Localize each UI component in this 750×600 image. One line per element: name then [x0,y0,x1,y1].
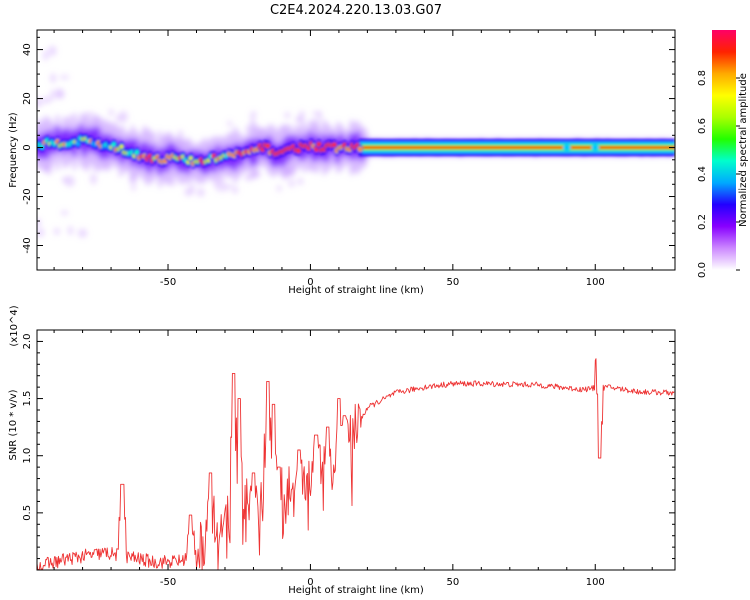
spectrogram-x-axis: -50 0 50 100 [53,30,653,288]
x-tick-label: -50 [160,577,176,588]
spectrogram-speckle [297,177,304,185]
y-tick-label: 1.5 [22,391,33,407]
spectrogram-peak-blob [358,147,362,151]
x-tick-label: 100 [586,577,605,588]
spectrogram-speckle [37,97,44,108]
spectrogram-panel: -50 0 50 100 -40 -20 0 20 40 Height of straight… [8,29,676,296]
spectrogram-frame [36,29,676,271]
y-tick-label: -20 [22,188,33,204]
snr-y-multiplier: (x10^4) [9,305,20,346]
colorbar-tick-label: 0.8 [697,70,708,86]
spectrogram-speckle [250,116,255,125]
spectrogram-speckle [59,75,70,80]
spectrogram-speckle [189,182,195,195]
colorbar-gradient [712,30,736,270]
colorbar-tick-label: 0.6 [697,118,708,134]
x-tick-label: 100 [586,277,605,288]
y-tick-label: -40 [22,237,33,253]
spectrogram-speckle [50,73,57,84]
spectrogram-y-label: Frequency (Hz) [8,112,19,188]
colorbar-tick-label: 0.4 [697,166,708,182]
colorbar-label: Normalized spectral amplitude [738,73,749,227]
snr-background [37,330,675,570]
spectrogram-speckle [67,225,74,236]
spectrogram-speckle [231,186,239,194]
spectrogram-speckle [295,116,304,123]
y-tick-label: 20 [22,92,33,105]
colorbar: 0.0 0.2 0.4 0.6 0.8 Normalized spectral ampl… [697,30,749,278]
x-tick-label: 0 [307,577,313,588]
spectrogram-peak-blob [317,142,321,146]
spectrogram-y-axis: -40 -20 0 20 40 [22,36,675,271]
spectrogram-speckle [50,89,56,101]
y-tick-label: 0 [22,144,33,150]
spectrogram-speckle [284,112,291,119]
spectrogram-speckle [108,109,114,117]
spectrogram-peak-blob [332,143,337,147]
spectrogram-speckle [55,88,63,99]
spectrogram-speckle [48,45,57,57]
colorbar-tick-label: 0.0 [697,262,708,278]
band-spot [562,144,571,151]
figure-title: C2E4.2024.220.13.03.G07 [270,3,442,18]
snr-x-axis: -50 0 50 100 [53,330,653,588]
spectrogram-speckle [53,227,60,236]
spectrogram-peak-blob [296,149,301,153]
spectrogram-speckle [288,179,295,188]
spectrogram-speckle [250,111,257,118]
spectrogram-peak-blob [314,147,319,151]
x-tick-label: 50 [446,277,459,288]
spectrogram-speckle [42,96,52,104]
x-tick-label: -50 [160,277,176,288]
spectrogram-speckle [227,120,232,127]
spectrogram-x-label: Height of straight line (km) [288,285,424,296]
x-tick-label: 0 [307,277,313,288]
snr-panel: -50 0 50 100 0.5 1.0 1.5 2.0 Height of straigh… [8,305,676,596]
band-red [358,146,675,150]
spectrogram-speckle [276,185,282,192]
spectrogram-speckle [177,130,184,137]
spectrogram-speckle [77,228,88,238]
spectrogram-speckle [115,115,123,122]
snr-x-label: Height of straight line (km) [288,585,424,596]
y-tick-label: 40 [22,43,33,56]
band-spot [591,144,600,151]
spectrogram-core [37,133,675,169]
spectrogram-peak-blob [189,156,193,160]
snr-y-axis: 0.5 1.0 1.5 2.0 [22,333,675,560]
colorbar-ticks: 0.0 0.2 0.4 0.6 0.8 [697,70,740,278]
y-tick-label: 1.0 [22,448,33,464]
spectrogram-peak-blob [119,145,124,149]
spectrogram-speckle [196,188,205,197]
spectrogram-speckle [222,184,228,193]
y-tick-label: 0.5 [22,505,33,521]
spectrogram-speckle [37,218,41,228]
spectrogram-speckle [90,173,98,185]
spectrogram-speckle [218,175,225,188]
snr-frame [36,329,676,571]
spectrogram-speckle [317,110,322,121]
spectrogram-speckle [60,210,69,216]
spectrogram-image [37,45,675,238]
x-tick-label: 50 [446,577,459,588]
spectrogram-speckle [61,176,69,184]
spectrogram-speckle [130,185,137,191]
spectrogram-peak-blob [265,144,270,148]
spectrogram-speckle [85,111,95,118]
spectrogram-speckle [37,228,45,237]
spectrogram-speckle [217,186,222,193]
snr-y-label: SNR (10 * v/v) [8,389,19,460]
spectrogram-speckle [42,50,49,61]
y-tick-label: 2.0 [22,333,33,349]
snr-series-line [37,358,675,570]
colorbar-tick-label: 0.2 [697,214,708,230]
